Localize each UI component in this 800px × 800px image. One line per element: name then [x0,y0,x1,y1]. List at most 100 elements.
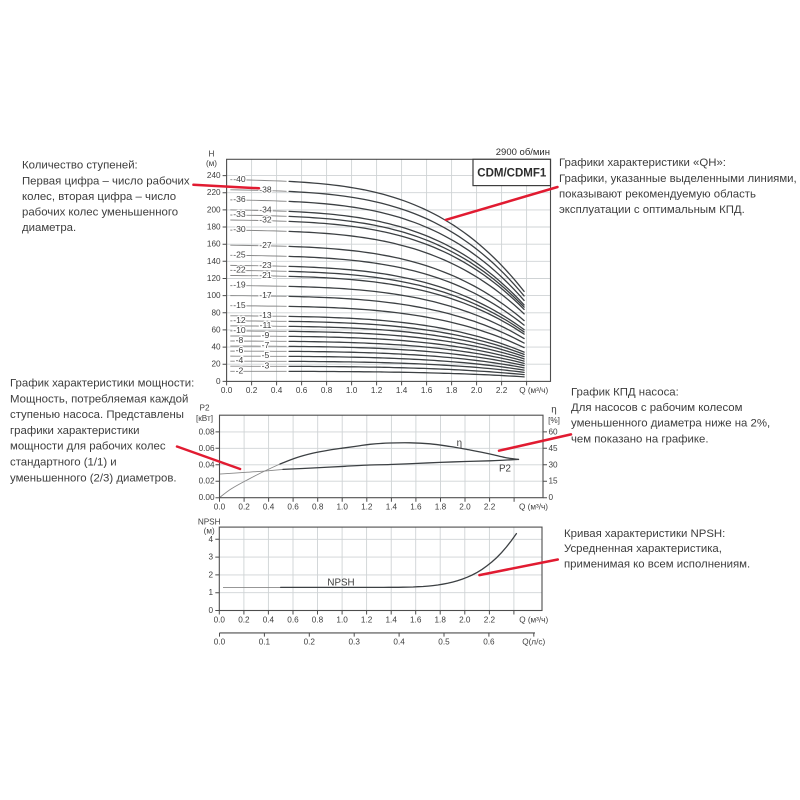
svg-text:4: 4 [208,535,213,544]
svg-text:-19: -19 [233,280,246,290]
svg-text:-21: -21 [259,270,272,280]
svg-text:200: 200 [207,205,221,214]
svg-text:45: 45 [549,444,559,453]
svg-text:-11: -11 [260,320,272,330]
svg-text:-3: -3 [262,360,270,370]
svg-text:-33: -33 [233,209,246,219]
svg-text:0.06: 0.06 [199,444,215,453]
svg-text:0.0: 0.0 [214,638,226,647]
svg-text:0.0: 0.0 [221,386,233,395]
svg-text:180: 180 [207,223,221,232]
svg-text:H: H [209,150,215,159]
svg-text:-22: -22 [233,265,246,275]
svg-text:-40: -40 [233,174,246,184]
svg-text:0.2: 0.2 [238,615,250,624]
svg-text:0.8: 0.8 [312,502,324,511]
svg-text:1.2: 1.2 [361,502,373,511]
svg-text:-23: -23 [259,260,272,270]
svg-text:0: 0 [549,493,554,502]
svg-text:1.6: 1.6 [421,386,433,395]
svg-text:Графики характеристики «QH»:Гр: Графики характеристики «QH»: Графики, ука… [559,157,797,216]
svg-text:0.6: 0.6 [287,502,299,511]
svg-text:1.8: 1.8 [446,386,458,395]
svg-text:-6: -6 [236,345,244,355]
svg-text:Q (м³/ч): Q (м³/ч) [519,615,548,624]
svg-text:-38: -38 [259,185,272,195]
svg-text:1.0: 1.0 [337,502,349,511]
svg-text:Кривая характеристики NPSH:Уср: Кривая характеристики NPSH: Усредненная х… [564,528,750,571]
svg-text:1.8: 1.8 [435,615,447,624]
svg-text:[%]: [%] [548,416,560,425]
svg-text:2.2: 2.2 [496,386,508,395]
svg-text:-13: -13 [259,310,272,320]
svg-text:2.2: 2.2 [484,615,496,624]
svg-text:0.8: 0.8 [312,615,324,624]
svg-text:140: 140 [207,257,221,266]
svg-text:0.1: 0.1 [259,638,271,647]
svg-text:1.6: 1.6 [410,502,422,511]
svg-text:0.3: 0.3 [349,638,361,647]
svg-text:η: η [551,404,556,415]
svg-text:1.0: 1.0 [346,386,358,395]
svg-text:-15: -15 [233,300,246,310]
svg-text:График характеристики мощности: График характеристики мощности: Мощность,… [10,378,194,485]
svg-text:0.04: 0.04 [199,460,215,469]
svg-text:2900 об/мин: 2900 об/мин [496,147,550,158]
svg-text:0.08: 0.08 [199,427,215,436]
svg-text:0.4: 0.4 [263,502,275,511]
svg-text:0.8: 0.8 [321,386,333,395]
svg-text:1: 1 [208,588,213,597]
svg-text:2.0: 2.0 [459,615,471,624]
svg-text:0.2: 0.2 [238,502,250,511]
svg-text:Q (м³/ч): Q (м³/ч) [519,502,548,511]
svg-text:0.00: 0.00 [199,493,215,502]
svg-text:-9: -9 [262,330,270,340]
svg-text:0: 0 [216,377,221,386]
svg-text:-17: -17 [259,290,272,300]
svg-text:0.4: 0.4 [393,638,405,647]
svg-text:1.0: 1.0 [336,615,348,624]
svg-text:30: 30 [549,460,559,469]
svg-text:60: 60 [211,325,221,334]
svg-text:-30: -30 [233,224,246,234]
svg-text:0.6: 0.6 [483,638,495,647]
svg-text:η: η [457,438,462,449]
svg-text:1.4: 1.4 [386,615,398,624]
svg-text:1.4: 1.4 [386,502,398,511]
svg-text:1.2: 1.2 [371,386,383,395]
svg-text:2.0: 2.0 [471,386,483,395]
svg-text:-4: -4 [236,355,244,365]
svg-text:80: 80 [211,308,221,317]
svg-text:0.6: 0.6 [287,615,299,624]
svg-text:0.2: 0.2 [246,386,258,395]
svg-text:-10: -10 [233,325,246,335]
svg-text:1.6: 1.6 [410,615,422,624]
svg-text:Количество ступеней:Первая циф: Количество ступеней: Первая цифра – число… [22,160,190,234]
svg-text:-2: -2 [236,365,244,375]
svg-text:-27: -27 [259,240,272,250]
svg-text:P2: P2 [499,463,511,474]
svg-text:-25: -25 [233,249,246,259]
svg-text:0.0: 0.0 [214,502,226,511]
svg-text:2.0: 2.0 [459,502,471,511]
svg-text:Q(л/с): Q(л/с) [522,638,545,647]
svg-text:0.4: 0.4 [263,615,275,624]
svg-text:(м): (м) [206,159,217,168]
svg-text:0.0: 0.0 [214,615,226,624]
svg-text:0: 0 [208,606,213,615]
svg-text:3: 3 [208,553,213,562]
svg-text:40: 40 [211,343,221,352]
svg-text:-5: -5 [262,350,270,360]
svg-text:CDM/CDMF1: CDM/CDMF1 [477,167,547,179]
svg-text:-36: -36 [233,194,246,204]
svg-text:[кВт]: [кВт] [196,414,213,423]
svg-text:220: 220 [207,188,221,197]
svg-text:P2: P2 [199,403,209,412]
svg-text:0.2: 0.2 [304,638,316,647]
svg-text:100: 100 [207,291,221,300]
svg-text:-12: -12 [233,315,246,325]
svg-text:0.02: 0.02 [199,477,215,486]
svg-text:(м): (м) [204,526,215,535]
svg-text:2.2: 2.2 [484,502,496,511]
svg-text:0.4: 0.4 [271,386,283,395]
